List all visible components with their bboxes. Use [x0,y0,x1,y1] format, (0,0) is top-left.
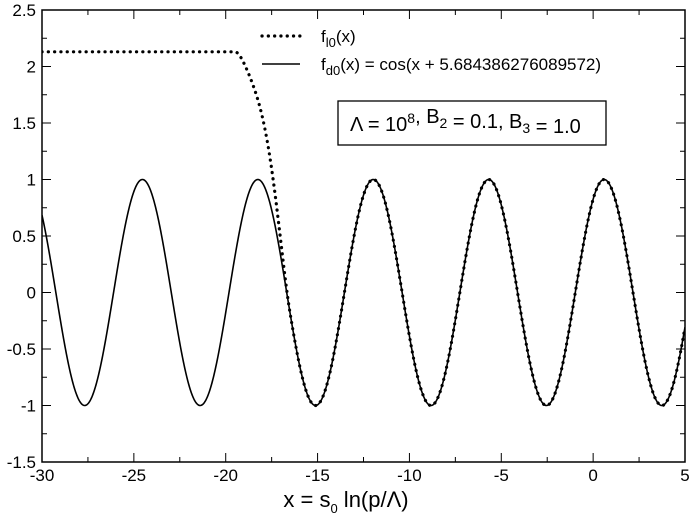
x-axis-title: x = s0 ln(p/Λ) [283,487,408,516]
x-tick-label: -30 [30,466,55,485]
x-tick-label: 0 [588,466,597,485]
y-tick-label: 1.5 [12,114,36,133]
y-tick-label: 0.5 [12,227,36,246]
annotation-box [337,100,607,146]
series-f-l0-line [42,50,685,408]
x-tick-label: -20 [213,466,238,485]
x-tick-label: -10 [397,466,422,485]
y-tick-label: 2.5 [12,1,36,20]
y-tick-label: -0.5 [7,340,36,359]
legend-f-l0-label: fl0(x) [321,27,356,50]
axis-ticks [41,9,686,463]
axis-tick-labels: -30 -25 -20 -15 -10 -5 0 5 -1.5 -1 -0.5 0 0.5 1 1.5 2 2.… [7,1,690,485]
y-tick-label: 1 [27,171,36,190]
annotation-part: 8 [407,110,415,126]
legend: fl0(x) fd0(x) = cos(x + 5.68438627608957… [260,27,601,78]
parameter-annotation: Λ = 108, B2 = 0.1, B3 = 1.0 [337,100,607,146]
x-tick-label: -25 [122,466,147,485]
x-tick-label: 5 [680,466,689,485]
y-tick-label: -1.5 [7,453,36,472]
annotation-text: Λ = 108, B2 = 0.1, B3 = 1.0 [350,106,581,138]
x-tick-label: -15 [305,466,330,485]
annotation-part: 2 [440,115,448,131]
annotation-part: = 0.1, B [447,111,522,133]
plot-frame [41,9,686,463]
y-tick-label: -1 [21,397,36,416]
annotation-part: , B [415,106,439,128]
x-tick-label: -5 [494,466,509,485]
y-tick-label: 2 [27,58,36,77]
legend-f-d0-label: fd0(x) = cos(x + 5.684386276089572) [321,55,601,78]
annotation-part: Λ = 10 [350,114,407,136]
annotation-part: 3 [522,120,530,136]
annotation-part: = 1.0 [530,116,581,138]
y-tick-label: 0 [27,284,36,303]
